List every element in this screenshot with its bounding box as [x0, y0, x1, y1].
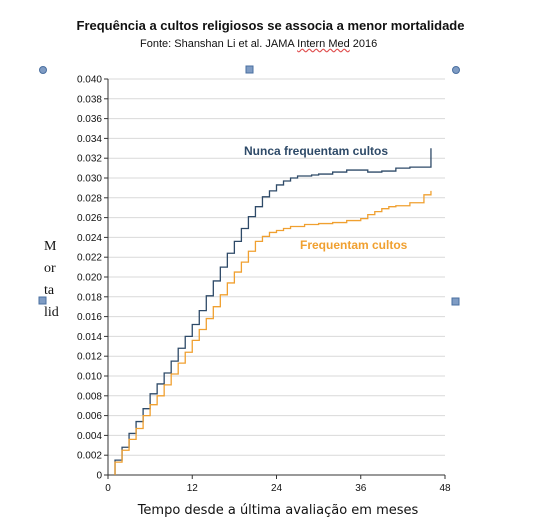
series-label-never-attend: Nunca frequentam cultos — [244, 144, 388, 158]
y-tick-label: 0.016 — [77, 312, 102, 323]
y-tick-label: 0.022 — [77, 253, 102, 264]
chart-subtitle: Fonte: Shanshan Li et al. JAMA Intern Me… — [140, 38, 377, 50]
resize-handle-middle-left[interactable] — [38, 296, 47, 305]
y-tick-label: 0.012 — [77, 352, 102, 363]
selection-handles[interactable] — [38, 65, 460, 306]
y-tick-label: 0.028 — [77, 193, 102, 204]
y-tick-label: 0.026 — [77, 213, 102, 224]
resize-handle-top-middle[interactable] — [245, 65, 254, 74]
y-tick-label: 0.014 — [77, 332, 102, 343]
resize-handle-top-right[interactable] — [452, 66, 460, 74]
y-tick-label: 0.036 — [77, 114, 102, 125]
x-tick-label: 12 — [187, 483, 199, 494]
series-line-attend — [114, 190, 432, 475]
series-label-attend: Frequentam cultos — [300, 238, 408, 252]
y-tick-label: 0.020 — [77, 273, 102, 284]
y-axis-label: M or ta lid — [44, 236, 68, 324]
subtitle-suffix: 2016 — [349, 38, 378, 50]
x-tick-label: 36 — [355, 483, 367, 494]
y-tick-label: 0.030 — [77, 174, 102, 185]
x-tick-label: 0 — [105, 483, 111, 494]
y-tick-label: 0.032 — [77, 154, 102, 165]
subtitle-prefix: Fonte: Shanshan Li et al. JAMA — [140, 38, 298, 50]
y-tick-label: 0.010 — [77, 372, 102, 383]
x-tick-label: 24 — [271, 483, 283, 494]
chart-title: Frequência a cultos religiosos se associ… — [76, 18, 465, 33]
y-axis-label-line: M — [44, 239, 57, 254]
y-tick-label: 0.004 — [77, 431, 102, 442]
y-tick-labels: 0 0.002 0.004 0.006 0.008 0.010 0.012 0.014 0.01… — [77, 75, 102, 482]
x-axis-label: Tempo desde a última avaliação em meses — [137, 503, 419, 518]
series-labels: Nunca frequentam cultos Frequentam cultos — [244, 144, 408, 252]
y-tick-label: 0.034 — [77, 134, 102, 145]
y-tick-label: 0.008 — [77, 391, 102, 402]
y-tick-label: 0.006 — [77, 411, 102, 422]
y-tick-label: 0.024 — [77, 233, 102, 244]
axes — [107, 79, 445, 476]
y-tick-label: 0.038 — [77, 94, 102, 105]
x-tick-label: 48 — [439, 483, 451, 494]
subtitle-journal: Intern Med — [297, 38, 350, 50]
resize-handle-middle-right[interactable] — [451, 297, 460, 306]
y-axis-label-line: or — [44, 261, 56, 276]
series-line-never-attend — [114, 148, 432, 475]
series-lines — [114, 148, 432, 475]
y-axis-label-line: ta — [44, 283, 55, 298]
grid-lines — [104, 78, 446, 479]
x-tick-labels: 0 12 24 36 48 — [105, 483, 451, 494]
y-axis-label-line: lid — [44, 305, 59, 320]
y-tick-label: 0 — [96, 471, 102, 482]
y-tick-label: 0.002 — [77, 451, 102, 462]
resize-handle-top-left[interactable] — [39, 66, 47, 74]
y-tick-label: 0.040 — [77, 75, 102, 86]
y-tick-label: 0.018 — [77, 292, 102, 303]
